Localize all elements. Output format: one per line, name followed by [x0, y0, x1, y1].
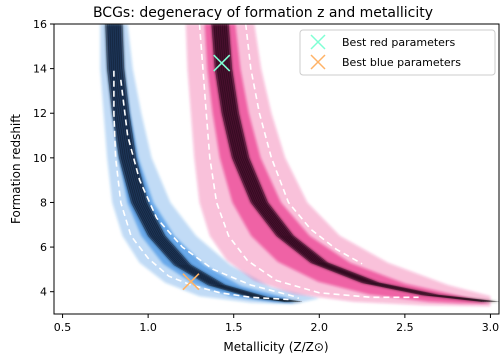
red_region-texture-line	[225, 24, 497, 302]
marker-best-red-parameters	[213, 54, 231, 72]
y-axis: 4 6 8 10 12 14 16	[33, 18, 54, 299]
red_region-texture-line	[215, 24, 487, 302]
blue_region-dashed-contour-inner	[120, 79, 300, 300]
blue_region-texture-line	[107, 24, 288, 302]
x-tick-label: 2.5	[396, 321, 414, 334]
legend-entry: Best red parameters	[310, 34, 455, 50]
legend-label: Best red parameters	[342, 36, 455, 49]
legend-marker	[310, 54, 326, 70]
legend-marker	[310, 34, 326, 50]
blue_region-texture-line	[119, 24, 300, 302]
red_region-texture-line	[221, 24, 493, 302]
blue_region-texture-line	[111, 24, 292, 302]
y-tick-label: 6	[40, 241, 47, 254]
plot-area	[100, 24, 499, 307]
marker-stroke	[182, 273, 200, 291]
legend-box	[299, 29, 496, 76]
x-axis-label: Metallicity (Z/Z⊙)	[223, 340, 328, 354]
plot-frame	[53, 23, 500, 315]
chart-title: BCGs: degeneracy of formation z and meta…	[93, 5, 433, 21]
legend: Best red parameters Best blue parameters	[299, 29, 496, 76]
blue_region-core-band	[105, 24, 303, 302]
y-tick-label: 8	[40, 196, 47, 209]
y-tick-label: 4	[40, 286, 47, 299]
red_region-texture-line	[213, 24, 485, 302]
x-tick-label: 1.5	[225, 321, 243, 334]
legend-label: Best blue parameters	[342, 56, 461, 69]
blue_region-group	[100, 24, 320, 304]
red_region-dashed-contour	[198, 24, 419, 299]
y-tick-label: 16	[33, 18, 47, 31]
blue_region-texture-line	[105, 24, 286, 302]
y-tick-label: 14	[33, 63, 47, 76]
red_region-dashed-contour-inner	[244, 24, 363, 265]
x-axis-label-text: Metallicity (Z/Z⊙)	[223, 340, 328, 354]
x-tick-label: 0.5	[54, 321, 72, 334]
x-tick-label: 1.0	[139, 321, 157, 334]
blue_region-texture-line	[121, 24, 302, 302]
blue_region-texture-line	[115, 24, 296, 302]
legend-entry: Best blue parameters	[310, 54, 461, 70]
x-tick-label: 2.0	[311, 321, 329, 334]
y-tick-label: 12	[33, 107, 47, 120]
marker-stroke	[213, 54, 231, 72]
red_region-texture-line	[223, 24, 495, 302]
red_region-texture-line	[227, 24, 499, 302]
marker-best-blue-parameters	[182, 273, 200, 291]
red_region-core-band	[211, 24, 499, 302]
red_region-group	[185, 24, 499, 307]
x-axis: 0.5 1.0 1.5 2.0 2.5 3.0	[54, 314, 499, 334]
y-tick-label: 10	[33, 152, 47, 165]
red_region-texture-line	[217, 24, 489, 302]
blue_region-texture-line	[113, 24, 294, 302]
red_region-texture-line	[219, 24, 491, 302]
red_region-texture-line	[211, 24, 483, 302]
y-axis-label: Formation redshift	[9, 114, 23, 224]
blue_region-dashed-contour	[113, 70, 289, 301]
x-tick-label: 3.0	[482, 321, 500, 334]
